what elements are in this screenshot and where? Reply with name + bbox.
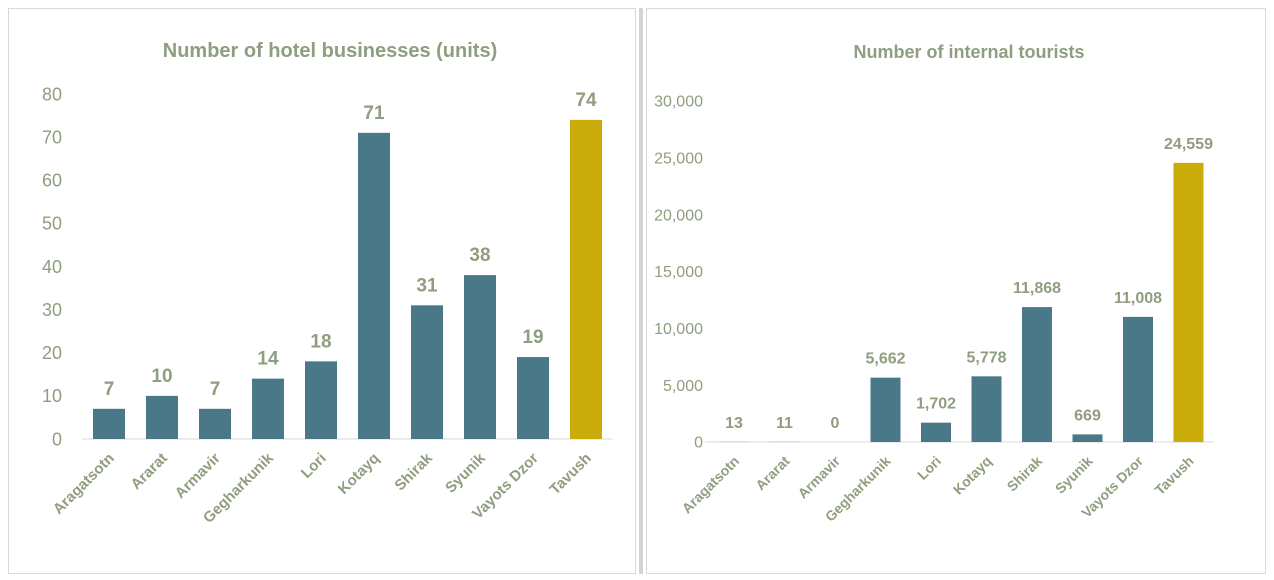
- bar-armavir: [199, 408, 231, 439]
- bar-tavush: [1173, 162, 1204, 442]
- category-label: Ararat: [128, 450, 171, 493]
- y-tick-label: 70: [42, 127, 62, 147]
- bar-shirak: [411, 305, 443, 439]
- bar-lori: [921, 422, 951, 442]
- y-tick-label: 30,000: [654, 94, 703, 111]
- chart-panel-hotel-businesses: [8, 8, 636, 574]
- data-label: 7: [104, 379, 115, 400]
- category-label: Kotayq: [950, 453, 995, 498]
- data-label: 5,778: [966, 349, 1006, 366]
- y-tick-label: 20: [42, 343, 62, 363]
- bar-kotayq: [971, 376, 1002, 442]
- y-tick-label: 30: [42, 300, 62, 320]
- y-tick-label: 80: [42, 84, 62, 104]
- y-tick-label: 0: [694, 435, 703, 452]
- data-label: 13: [725, 415, 743, 432]
- chart-title: Number of hotel businesses (units): [163, 40, 497, 62]
- y-tick-label: 20,000: [654, 207, 703, 224]
- category-label: Tavush: [546, 450, 594, 498]
- category-label: Armavir: [172, 450, 224, 502]
- y-tick-label: 60: [42, 171, 62, 191]
- data-label: 10: [151, 366, 172, 387]
- bar-gegharkunik: [252, 378, 284, 439]
- category-label: Aragatsotn: [679, 453, 743, 517]
- data-label: 5,662: [865, 351, 905, 368]
- category-label: Syunik: [442, 449, 489, 496]
- y-tick-label: 25,000: [654, 150, 703, 167]
- data-label: 74: [575, 90, 597, 111]
- data-label: 11: [776, 415, 793, 432]
- category-label: Aragatsotn: [50, 450, 118, 518]
- bar-lori: [305, 361, 337, 439]
- y-tick-label: 15,000: [654, 264, 703, 281]
- bar-ararat: [146, 395, 178, 439]
- category-label: Ararat: [752, 453, 793, 494]
- category-label: Lori: [914, 453, 944, 483]
- bar-vayots-dzor: [517, 357, 549, 439]
- data-label: 71: [363, 103, 385, 124]
- bar-shirak: [1022, 307, 1052, 442]
- data-label: 11,008: [1114, 290, 1162, 307]
- data-label: 24,559: [1164, 136, 1213, 153]
- category-label: Armavir: [794, 452, 843, 501]
- data-label: 38: [469, 245, 490, 266]
- y-tick-label: 0: [52, 429, 62, 449]
- y-tick-label: 5,000: [663, 378, 703, 395]
- y-tick-label: 50: [42, 214, 62, 234]
- data-label: 14: [257, 349, 279, 370]
- data-label: 7: [210, 379, 221, 400]
- category-label: Lori: [298, 450, 330, 482]
- data-label: 19: [522, 327, 543, 348]
- category-label: Kotayq: [335, 450, 383, 498]
- category-label: Syunik: [1052, 453, 1096, 497]
- bar-kotayq: [358, 132, 390, 439]
- bar-tavush: [570, 119, 602, 439]
- panel-divider: [639, 8, 643, 574]
- data-label: 18: [310, 331, 331, 352]
- bar-gegharkunik: [870, 377, 901, 442]
- bar-syunik: [464, 275, 496, 439]
- category-label: Shirak: [1004, 453, 1046, 495]
- category-label: Shirak: [391, 449, 436, 494]
- y-tick-label: 10: [42, 386, 62, 406]
- data-label: 11,868: [1013, 280, 1061, 297]
- y-tick-label: 40: [42, 257, 62, 277]
- data-label: 0: [831, 415, 840, 432]
- chart-title: Number of internal tourists: [853, 42, 1084, 62]
- bar-syunik: [1072, 434, 1103, 442]
- bar-vayots-dzor: [1123, 316, 1153, 442]
- y-tick-label: 10,000: [654, 321, 703, 338]
- data-label: 1,702: [916, 396, 956, 413]
- data-label: 669: [1074, 407, 1101, 424]
- category-label: Tavush: [1151, 453, 1196, 498]
- data-label: 31: [416, 275, 438, 296]
- chart-panel-internal-tourists: [646, 8, 1266, 574]
- bar-aragatsotn: [93, 408, 125, 439]
